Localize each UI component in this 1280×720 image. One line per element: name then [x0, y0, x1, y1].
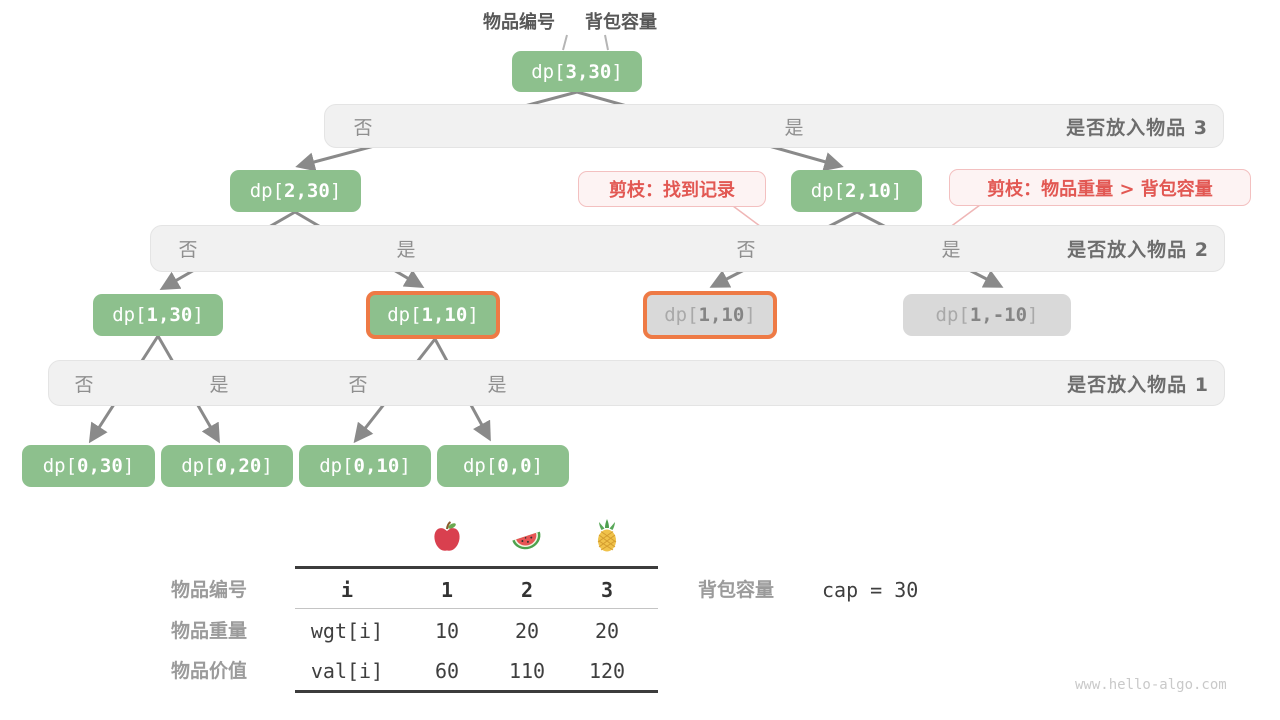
band3-no-label: 否: [353, 116, 373, 139]
node-dp-0-30: dp[0,30]: [22, 445, 155, 487]
table-header-1: 1: [440, 578, 454, 602]
band1-no1-label: 否: [74, 373, 94, 396]
callout-weight-exceeds: 剪枝：物品重量 > 背包容量: [949, 169, 1251, 206]
cell-wgt-label: wgt[i]: [310, 619, 384, 643]
capacity-value: cap = 30: [822, 578, 919, 602]
pointer-ticks: [562, 34, 609, 51]
table-header-3: 3: [600, 578, 614, 602]
table-header-2: 2: [520, 578, 534, 602]
row-header-item-value: 物品价值: [170, 660, 247, 682]
decision-band-item-1: 否 是 否 是 是否放入物品 1: [48, 360, 1225, 406]
decision-band-item-2: 否 是 否 是 是否放入物品 2: [150, 225, 1225, 272]
pineapple-icon: [597, 519, 617, 552]
cell-wgt-3: 20: [594, 619, 620, 643]
node-dp-0-0: dp[0,0]: [437, 445, 569, 487]
node-dp-1-10-highlight: dp[1,10]: [366, 291, 500, 339]
row-header-item-index: 物品编号: [170, 579, 247, 601]
cell-val-label: val[i]: [310, 659, 384, 683]
node-dp-1-30: dp[1,30]: [93, 294, 223, 336]
row-header-item-weight: 物品重量: [170, 620, 247, 642]
band2-title: 是否放入物品 2: [1067, 239, 1209, 261]
watermelon-icon: [512, 531, 541, 550]
band1-yes2-label: 是: [487, 373, 507, 396]
node-dp-1-10-memo: dp[1,10]: [643, 291, 777, 339]
band2-yes1-label: 是: [396, 239, 416, 261]
decision-band-item-3: 否 是 是否放入物品 3: [324, 104, 1224, 148]
pointer-label-capacity: 背包容量: [585, 12, 657, 33]
cell-wgt-2: 20: [514, 619, 540, 643]
node-dp-2-10: dp[2,10]: [791, 170, 922, 212]
cell-val-1: 60: [434, 659, 460, 683]
band1-title: 是否放入物品 1: [1067, 373, 1209, 396]
node-dp-3-30: dp[3,30]: [512, 51, 642, 92]
band1-no2-label: 否: [348, 373, 368, 396]
band2-yes2-label: 是: [941, 239, 961, 261]
band3-title: 是否放入物品 3: [1066, 116, 1208, 139]
capacity-label: 背包容量: [698, 579, 775, 601]
table-rule-top: [295, 566, 658, 569]
cell-val-2: 110: [508, 659, 546, 683]
callout-memo-hit: 剪枝：找到记录: [578, 171, 766, 207]
band2-no2-label: 否: [736, 239, 756, 261]
table-rule-mid: [295, 608, 658, 609]
table-header-i: i: [340, 578, 354, 602]
watermark: www.hello-algo.com: [1075, 677, 1227, 693]
node-dp-0-10: dp[0,10]: [299, 445, 431, 487]
band3-yes-label: 是: [784, 116, 804, 139]
table-rule-bottom: [295, 690, 658, 693]
node-dp-2-30: dp[2,30]: [230, 170, 361, 212]
pointer-label-item-index: 物品编号: [483, 12, 555, 33]
apple-icon: [434, 521, 460, 551]
cell-val-3: 120: [588, 659, 626, 683]
node-dp-0-20: dp[0,20]: [161, 445, 293, 487]
band1-yes1-label: 是: [209, 373, 229, 396]
cell-wgt-1: 10: [434, 619, 460, 643]
band2-no1-label: 否: [178, 239, 198, 261]
node-dp-1-neg10: dp[1,-10]: [903, 294, 1071, 336]
